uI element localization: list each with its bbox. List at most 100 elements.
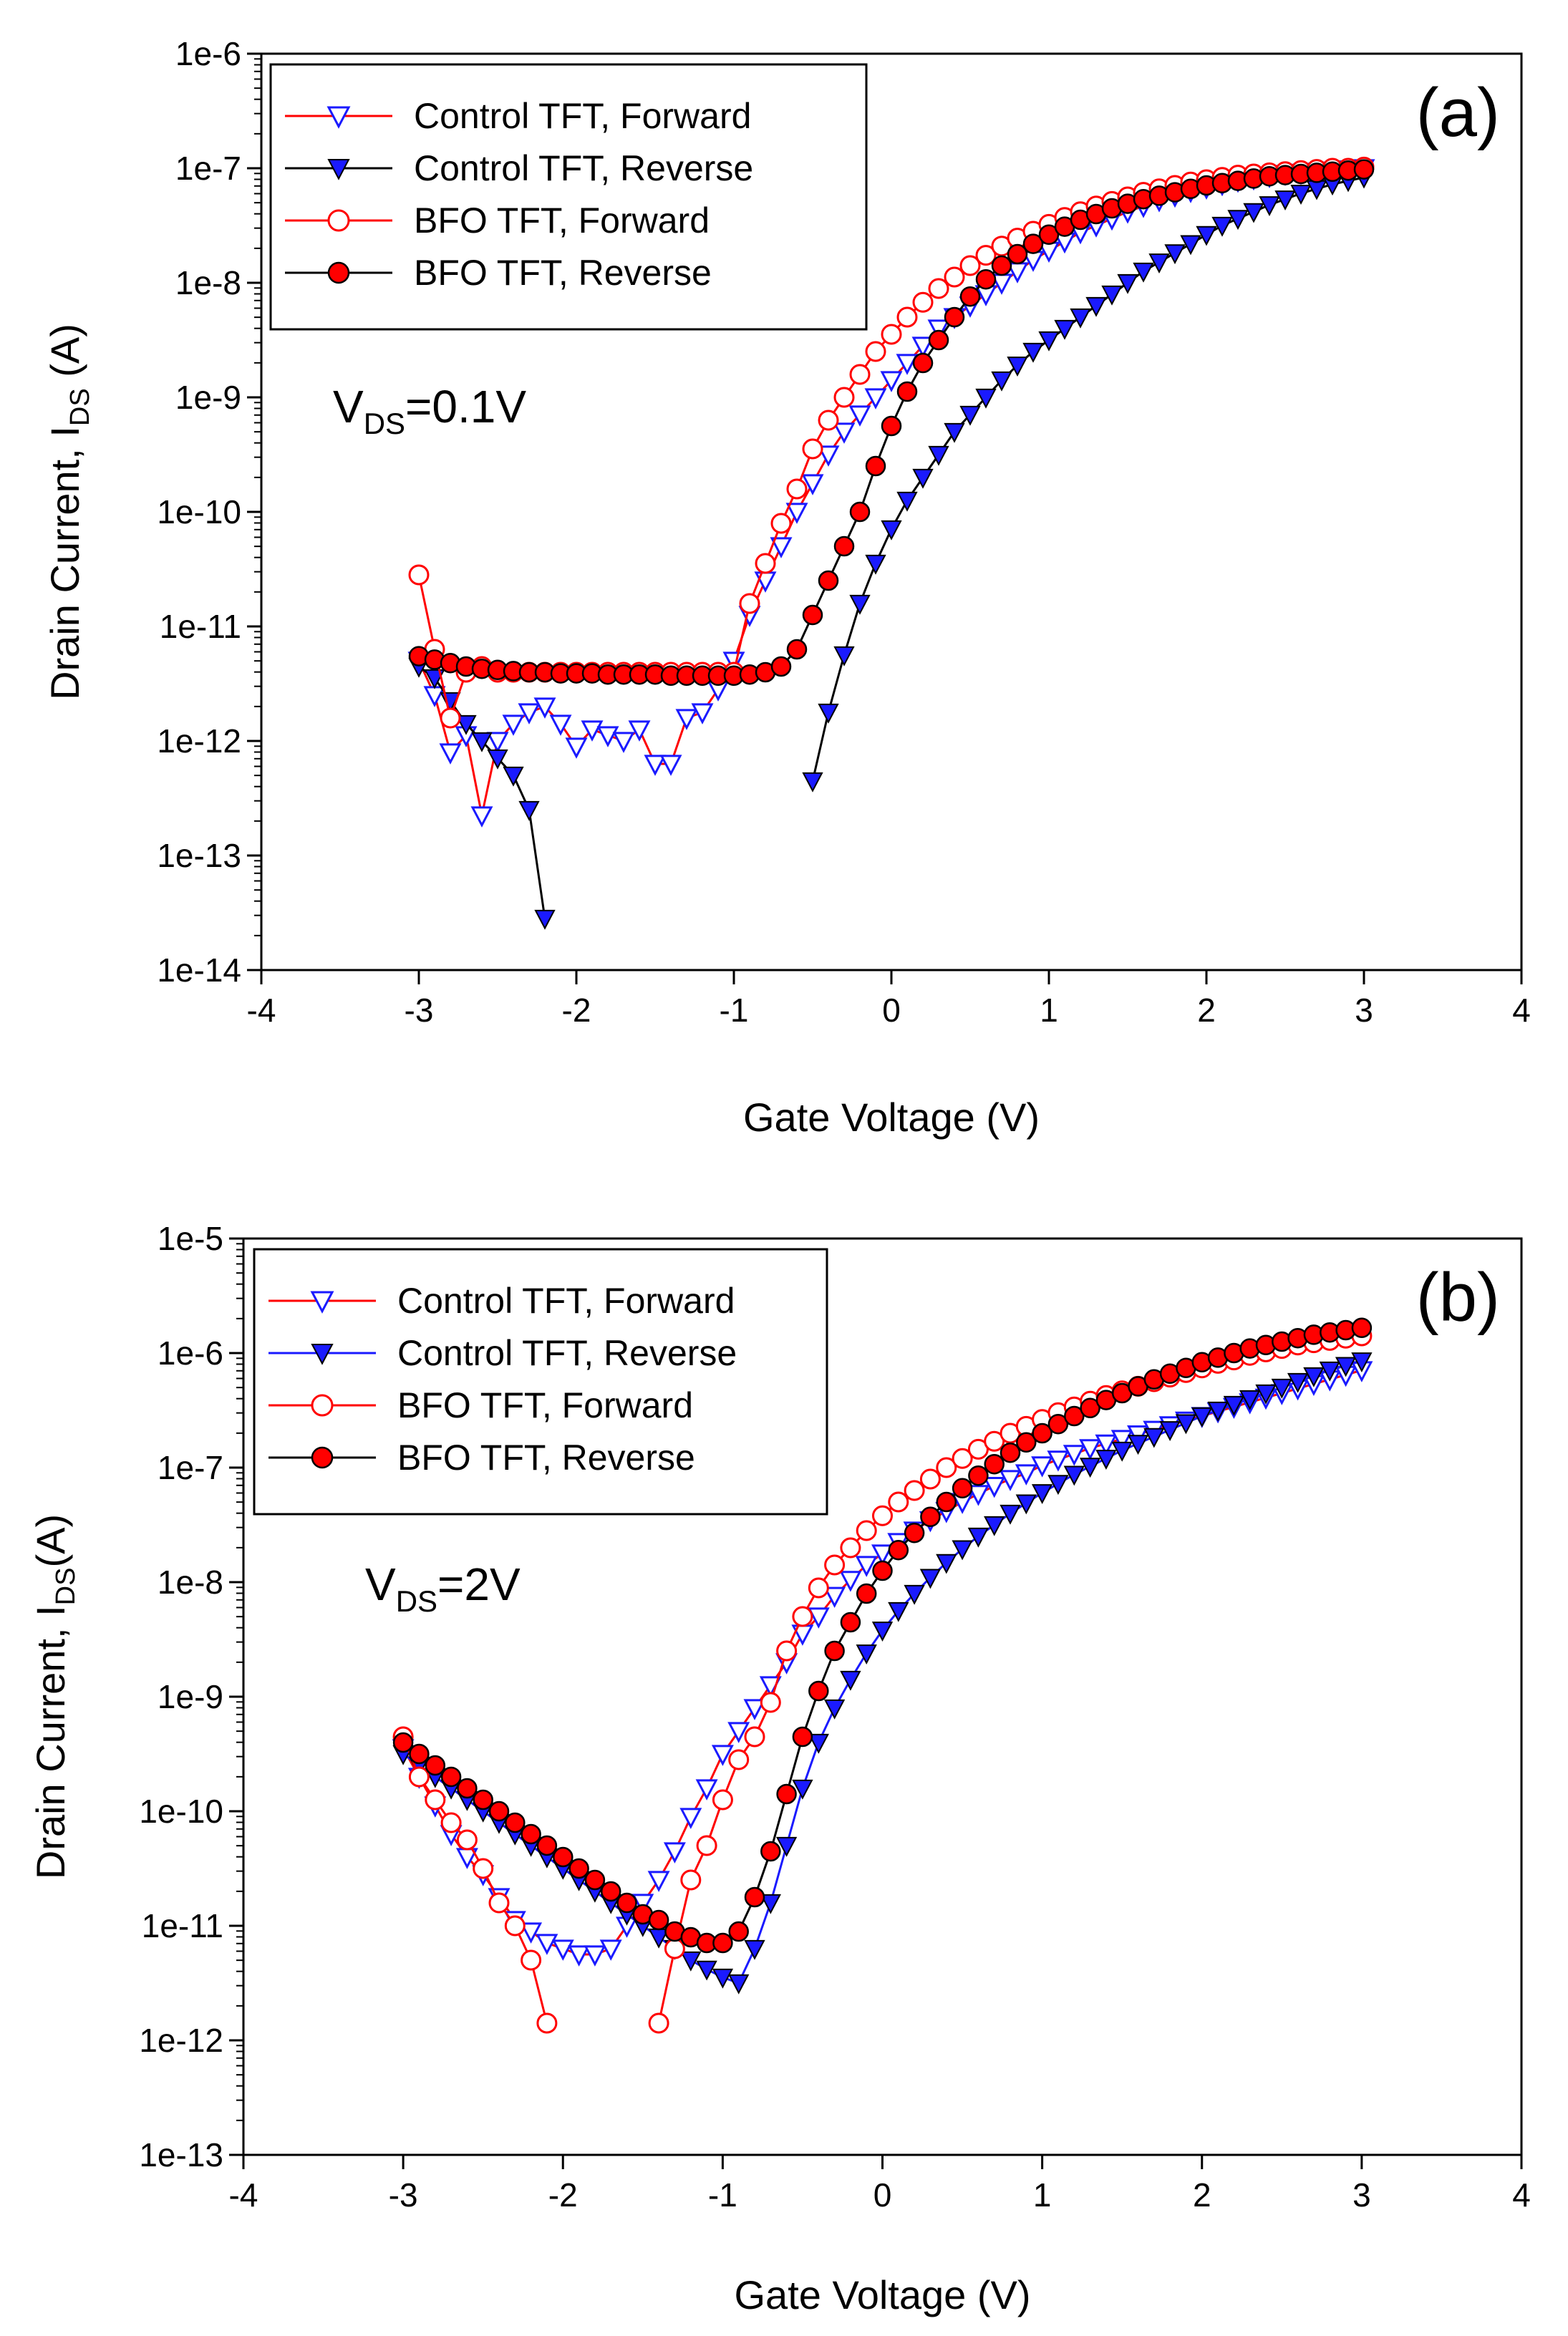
data-point <box>818 703 839 724</box>
data-point <box>409 1743 430 1765</box>
data-point <box>896 354 919 375</box>
x-tick-label: -4 <box>229 2176 258 2214</box>
data-point <box>786 478 808 500</box>
data-point <box>1196 226 1217 246</box>
vds-annotation-sub: DS <box>396 1584 437 1618</box>
data-point <box>855 1556 878 1577</box>
data-point <box>881 324 902 345</box>
data-point <box>1095 1450 1117 1470</box>
data-point <box>802 604 823 626</box>
data-point <box>833 387 855 408</box>
data-point <box>865 554 886 575</box>
data-point <box>675 709 698 730</box>
data-point <box>473 1789 493 1811</box>
data-point <box>711 1745 734 1766</box>
data-point <box>928 445 949 466</box>
y-tick-label: 1e-11 <box>160 608 241 645</box>
data-point <box>457 1778 478 1799</box>
legend-entry: BFO TFT, Forward <box>397 1385 693 1425</box>
data-point <box>440 707 461 729</box>
data-point <box>502 714 525 736</box>
data-point <box>840 1537 861 1559</box>
data-point <box>631 1894 654 1915</box>
data-point <box>984 1453 1005 1475</box>
data-point <box>888 1601 909 1622</box>
legend-marker <box>311 1394 334 1417</box>
x-tick-label: -3 <box>405 992 434 1029</box>
data-point <box>728 1749 750 1770</box>
legend-entry: Control TFT, Reverse <box>397 1333 737 1373</box>
vds-annotation: VDS=0.1V <box>333 381 526 440</box>
data-point <box>1032 1423 1052 1444</box>
data-point <box>881 415 902 437</box>
data-point <box>473 1858 494 1879</box>
data-point <box>801 474 824 495</box>
data-point <box>904 1480 925 1501</box>
data-point <box>1007 243 1028 265</box>
data-point <box>1022 233 1044 254</box>
data-point <box>743 1699 766 1720</box>
data-point <box>425 1755 446 1776</box>
x-tick-label: 0 <box>873 2176 892 2214</box>
data-point <box>1133 262 1154 283</box>
x-tick-label: 4 <box>1512 2176 1531 2214</box>
data-point <box>808 1680 829 1702</box>
data-point <box>959 255 981 276</box>
data-point <box>727 1722 750 1743</box>
data-point <box>833 422 856 444</box>
data-point <box>1064 1405 1085 1427</box>
y-axis-label-unit: (A) <box>28 1514 73 1568</box>
data-point <box>1351 1317 1373 1339</box>
data-point <box>1079 1439 1102 1460</box>
data-point <box>944 266 965 288</box>
y-tick-label: 1e-14 <box>157 951 241 989</box>
data-point <box>533 697 556 719</box>
data-point <box>728 1974 750 1995</box>
x-tick-label: 3 <box>1352 2176 1371 2214</box>
series-2 <box>802 168 1375 793</box>
x-tick-label: 2 <box>1197 992 1216 1029</box>
data-point <box>786 639 808 660</box>
data-point <box>912 468 934 489</box>
data-point <box>1287 1372 1309 1393</box>
y-tick-label: 1e-13 <box>139 2136 223 2173</box>
data-point <box>1223 1395 1245 1416</box>
y-tick-label: 1e-8 <box>158 1564 223 1601</box>
data-point <box>919 1569 942 1589</box>
data-point <box>920 1506 941 1528</box>
data-point <box>856 1520 877 1541</box>
y-tick-label: 1e-9 <box>158 1678 223 1715</box>
data-point <box>864 388 887 409</box>
data-point <box>1031 1456 1054 1478</box>
data-point <box>503 766 524 787</box>
data-point <box>488 1892 510 1914</box>
legend-entry: BFO TFT, Forward <box>414 200 710 241</box>
data-point <box>712 1789 733 1811</box>
data-point <box>1319 1361 1340 1382</box>
data-point <box>807 1607 830 1629</box>
data-point <box>776 1640 798 1662</box>
data-point <box>824 1554 846 1576</box>
data-point <box>959 286 981 307</box>
data-point <box>823 1586 846 1609</box>
data-point <box>839 1571 862 1592</box>
data-point <box>1031 1484 1053 1504</box>
data-point <box>775 1836 798 1857</box>
x-tick-label: 3 <box>1355 992 1373 1029</box>
data-point <box>722 651 745 673</box>
legend-entry: BFO TFT, Reverse <box>397 1438 695 1478</box>
data-point <box>568 1945 591 1967</box>
data-point <box>744 1886 765 1908</box>
data-point <box>1070 308 1091 329</box>
data-point <box>840 1670 861 1691</box>
data-point <box>691 703 714 724</box>
data-point <box>856 1644 877 1664</box>
data-point <box>1243 203 1264 223</box>
data-point <box>770 513 792 534</box>
legend-entry: Control TFT, Forward <box>414 96 751 136</box>
data-point <box>792 1606 813 1627</box>
legend-marker <box>311 1446 334 1469</box>
data-point <box>760 1841 781 1862</box>
